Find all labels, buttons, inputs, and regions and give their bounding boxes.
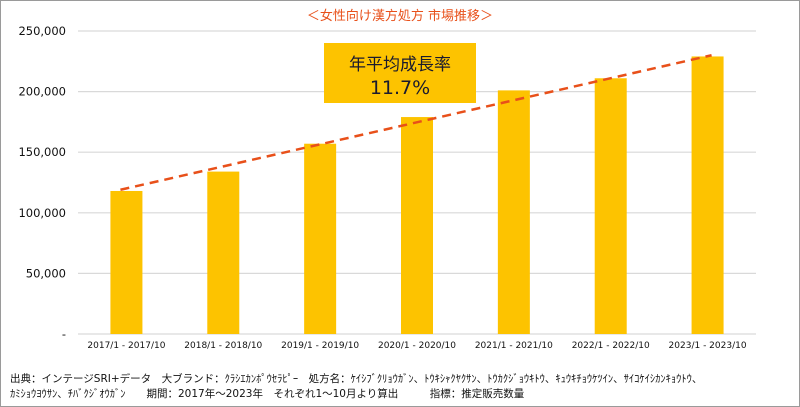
x-tick-label: 2020/1 - 2020/10 <box>378 341 456 351</box>
x-tick-label: 2021/1 - 2021/10 <box>475 341 553 351</box>
bar <box>691 56 724 335</box>
bar <box>497 90 530 334</box>
cagr-label: 年平均成長率 <box>349 55 451 75</box>
x-tick-label: 2019/1 - 2019/10 <box>281 341 359 351</box>
bar <box>304 143 337 334</box>
source-note: 出典：インテージSRI+データ 大ブランド：ｸﾗｼｴｶﾝﾎﾟｳｾﾗﾋﾟｰ 処方名… <box>10 372 702 402</box>
x-tick-label: 2018/1 - 2018/10 <box>184 341 262 351</box>
y-tick-label: 100,000 <box>18 206 66 220</box>
source-line-1: 出典：インテージSRI+データ 大ブランド：ｸﾗｼｴｶﾝﾎﾟｳｾﾗﾋﾟｰ 処方名… <box>10 373 703 385</box>
cagr-annotation: 年平均成長率 11.7% <box>324 43 476 103</box>
x-tick-label: 2017/1 - 2017/10 <box>87 341 165 351</box>
bar <box>207 171 240 334</box>
y-tick-label: 250,000 <box>18 24 66 38</box>
y-tick-label: 200,000 <box>18 85 66 99</box>
y-tick-label: 150,000 <box>18 145 66 159</box>
y-tick-label: 50,000 <box>26 266 66 280</box>
bar <box>594 78 627 334</box>
bar <box>401 117 433 334</box>
x-tick-label: 2023/1 - 2023/10 <box>669 341 747 351</box>
y-tick-label: - <box>62 327 66 341</box>
trendline <box>120 54 712 191</box>
cagr-value: 11.7% <box>369 77 431 99</box>
x-tick-label: 2022/1 - 2022/10 <box>572 341 650 351</box>
bar <box>110 190 143 334</box>
source-line-2: ｶﾐｼｮｳﾖｳｻﾝ、ﾁﾊﾞｸｼﾞｵｳｶﾞﾝ 期間：2017年～2023年 それぞ… <box>10 388 525 400</box>
bar-chart: - 50,000 100,000 150,000 200,000 250,000 2017/… <box>18 24 756 351</box>
chart-title: ＜女性向け漢方処方 市場推移＞ <box>306 9 494 24</box>
